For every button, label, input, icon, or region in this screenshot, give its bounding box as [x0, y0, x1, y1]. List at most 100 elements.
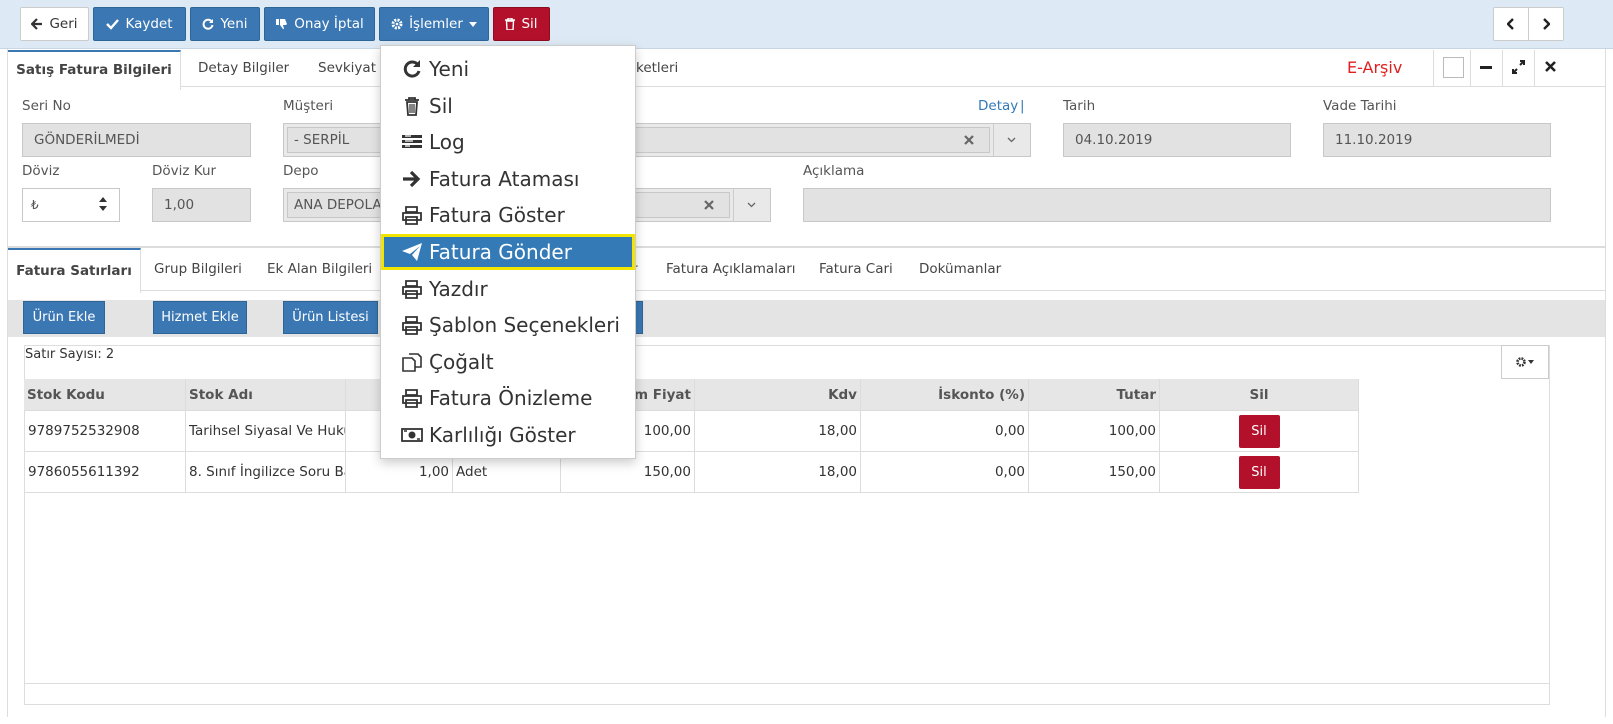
menu-label: Yeni	[429, 57, 470, 81]
tab[interactable]: Detay Bilgiler	[198, 60, 290, 76]
menu-item[interactable]: Karlılığı Göster	[381, 417, 635, 453]
cancel-approval-button[interactable]: Onay İptal	[264, 7, 375, 41]
row-delete-button[interactable]: Sil	[1238, 455, 1280, 489]
menu-item[interactable]: Fatura Gönder	[381, 234, 635, 270]
spinner-icon[interactable]	[99, 197, 107, 211]
cell: 9786055611392	[24, 452, 186, 493]
field-label: Döviz Kur	[152, 163, 217, 179]
settings-button[interactable]	[1501, 345, 1549, 379]
menu-label: Şablon Seçenekleri	[429, 313, 620, 338]
close-icon[interactable]	[1545, 61, 1556, 72]
column-header: İskonto (%)	[861, 379, 1029, 411]
tab[interactable]: ketleri	[636, 60, 679, 76]
menu-icon	[402, 135, 422, 149]
prev-button[interactable]	[1493, 7, 1529, 41]
label: Kaydet	[125, 16, 173, 32]
caret-box[interactable]	[993, 123, 1031, 157]
back-button[interactable]: Geri	[20, 7, 89, 41]
sub-tab[interactable]: Ek Alan Bilgileri	[267, 261, 373, 277]
cell: 9789752532908	[24, 411, 186, 452]
serial-input[interactable]: GÖNDERİLMEDİ	[22, 123, 251, 157]
checkbox[interactable]	[1443, 57, 1464, 78]
column-header: Kdv	[695, 379, 861, 411]
field-label: Müşteri	[283, 98, 334, 114]
caret-box[interactable]	[733, 188, 771, 222]
sub-tab[interactable]: Fatura Cari	[819, 261, 893, 277]
sub-tab-active[interactable]: Fatura Satırları	[8, 248, 141, 293]
menu-label: Fatura Önizleme	[429, 386, 593, 411]
cell: 150,00	[1029, 452, 1160, 493]
field-label: Vade Tarihi	[1323, 98, 1397, 114]
menu-icon	[402, 243, 422, 261]
menu-item[interactable]: Çoğalt	[381, 344, 635, 380]
tab[interactable]: Sevkiyat A	[318, 60, 390, 76]
field-label: Depo	[283, 163, 319, 179]
note-input[interactable]	[803, 188, 1551, 222]
menu-item[interactable]: Log	[381, 124, 635, 160]
delete-button[interactable]: Sil	[493, 7, 550, 41]
divider	[1433, 50, 1434, 86]
menu-icon	[403, 60, 421, 78]
menu-label: Karlılığı Göster	[429, 423, 576, 447]
new-button[interactable]: Yeni	[190, 7, 260, 41]
tab-active[interactable]: Satış Fatura Bilgileri	[8, 50, 181, 90]
field-label: Açıklama	[803, 163, 865, 179]
caret	[1007, 137, 1016, 143]
label: Geri	[49, 16, 78, 32]
menu-item[interactable]: Yazdır	[381, 271, 635, 307]
divider	[1534, 50, 1535, 86]
save-button[interactable]: Kaydet	[93, 7, 186, 41]
menu-icon	[402, 279, 422, 299]
clear-icon[interactable]	[704, 200, 714, 210]
cell: 8. Sınıf İngilizce Soru Ban	[186, 452, 346, 493]
actions-button[interactable]: İşlemler	[379, 7, 489, 41]
cell: 18,00	[695, 452, 861, 493]
menu-icon	[403, 170, 421, 187]
row-delete-button[interactable]: Sil	[1238, 414, 1280, 448]
due-date-input[interactable]: 11.10.2019	[1323, 123, 1551, 157]
date-input[interactable]: 04.10.2019	[1063, 123, 1291, 157]
column-header: Sil	[1160, 379, 1359, 411]
sub-tab[interactable]: Dokümanlar	[919, 261, 1002, 277]
currency-select[interactable]: ₺	[22, 188, 120, 222]
menu-item[interactable]: Şablon Seçenekleri	[381, 307, 635, 343]
next-button[interactable]	[1528, 7, 1564, 41]
menu-label: Log	[429, 130, 465, 155]
add-service-button[interactable]: Hizmet Ekle	[153, 301, 247, 334]
field-label: Döviz	[22, 163, 60, 179]
menu-icon	[402, 389, 422, 409]
expand-icon[interactable]	[1512, 60, 1525, 74]
rate-input[interactable]: 1,00	[152, 188, 251, 222]
divider	[1502, 50, 1503, 86]
clear-icon[interactable]	[964, 135, 974, 145]
cell: Tarihsel Siyasal Ve Huku	[186, 411, 346, 452]
cell: Sil	[1160, 452, 1359, 493]
menu-icon	[402, 352, 422, 372]
cell: 150,00	[561, 452, 695, 493]
e-archive-badge: E-Arşiv	[1347, 58, 1403, 77]
column-header: Stok Adı	[186, 379, 346, 411]
label: Sil	[521, 16, 538, 32]
minimize-icon[interactable]	[1480, 60, 1492, 74]
menu-item[interactable]: Fatura Önizleme	[381, 380, 635, 416]
row-count: Satır Sayısı: 2	[25, 347, 115, 362]
separator: |	[1020, 98, 1025, 114]
column-header: Stok Kodu	[24, 379, 186, 411]
grid-footer-rule	[24, 683, 1550, 684]
menu-item[interactable]: Fatura Ataması	[381, 161, 635, 197]
menu-label: Çoğalt	[429, 349, 494, 374]
menu-item[interactable]: Sil	[381, 88, 635, 124]
grid	[24, 345, 1550, 705]
menu-icon	[405, 96, 419, 116]
add-product-button[interactable]: Ürün Ekle	[23, 301, 105, 334]
menu-item[interactable]: Fatura Göster	[381, 197, 635, 233]
menu-icon	[402, 316, 422, 336]
menu-label: Fatura Ataması	[429, 166, 580, 191]
sub-tab[interactable]: Fatura Açıklamaları	[666, 261, 796, 277]
menu-item[interactable]: Yeni	[381, 51, 635, 87]
sub-tab[interactable]: Grup Bilgileri	[154, 261, 242, 277]
detail-link[interactable]: Detay	[978, 98, 1019, 114]
product-list-button[interactable]: Ürün Listesi	[283, 301, 378, 334]
